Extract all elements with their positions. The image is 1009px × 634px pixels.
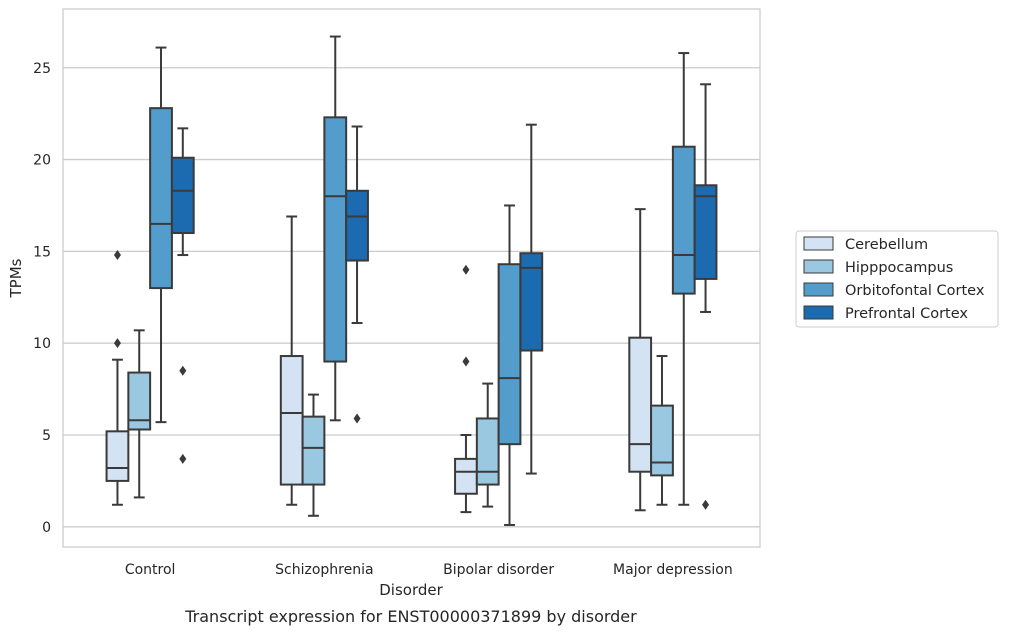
box bbox=[149, 46, 173, 424]
series-prefrontal-cortex bbox=[170, 83, 718, 510]
y-tick-label: 5 bbox=[42, 428, 51, 444]
outlier-point bbox=[113, 250, 121, 261]
plot-area-frame bbox=[62, 8, 761, 548]
series-hipppocampus bbox=[127, 329, 674, 517]
box-iqr bbox=[519, 252, 544, 352]
outlier-point bbox=[179, 453, 187, 464]
outlier-point bbox=[462, 356, 470, 367]
series-cerebellum bbox=[105, 208, 653, 514]
box-iqr bbox=[454, 457, 478, 495]
legend-swatch bbox=[803, 305, 834, 320]
outlier-point bbox=[179, 365, 187, 376]
box-series bbox=[105, 35, 718, 526]
legend-label: Hipppocampus bbox=[845, 260, 953, 276]
box bbox=[127, 329, 152, 499]
box-iqr bbox=[628, 336, 653, 473]
box bbox=[323, 35, 348, 422]
y-tick-label: 0 bbox=[42, 520, 51, 536]
box-iqr bbox=[650, 404, 674, 477]
y-tick-label: 10 bbox=[33, 336, 51, 352]
box bbox=[628, 208, 653, 512]
box bbox=[497, 204, 522, 526]
box-iqr bbox=[279, 355, 304, 486]
outlier-point bbox=[462, 264, 470, 275]
box bbox=[345, 125, 369, 424]
box bbox=[454, 264, 478, 514]
box-iqr bbox=[170, 156, 195, 235]
box-iqr bbox=[497, 263, 522, 446]
x-tick-label: Bipolar disorder bbox=[443, 562, 554, 578]
box bbox=[650, 355, 674, 506]
box-iqr bbox=[693, 184, 718, 280]
legend-frame bbox=[795, 230, 999, 328]
x-tick-label: Control bbox=[125, 562, 176, 578]
y-tick-label: 20 bbox=[33, 153, 51, 169]
y-tick-label: 15 bbox=[33, 244, 51, 260]
box-iqr bbox=[127, 371, 152, 431]
box-iqr bbox=[345, 189, 369, 262]
box-iqr bbox=[301, 415, 326, 486]
box bbox=[105, 250, 130, 506]
y-tick-labels: 0 5 10 15 20 25 bbox=[33, 61, 51, 536]
series-orbitofontal-cortex bbox=[149, 35, 696, 526]
outlier-point bbox=[702, 499, 710, 510]
box bbox=[279, 215, 304, 506]
box bbox=[693, 83, 718, 510]
legend-swatch bbox=[803, 236, 834, 251]
box-iqr bbox=[475, 417, 500, 486]
box-iqr bbox=[671, 145, 696, 295]
y-axis-title: TPMs bbox=[7, 258, 25, 298]
chart-caption: Transcript expression for ENST0000037189… bbox=[184, 607, 637, 626]
box bbox=[475, 382, 500, 508]
box-iqr bbox=[149, 107, 173, 290]
x-axis-title: Disorder bbox=[379, 581, 443, 599]
legend-label: Cerebellum bbox=[845, 237, 928, 253]
box-iqr bbox=[323, 116, 348, 363]
outlier-point bbox=[113, 338, 121, 349]
box bbox=[170, 127, 195, 464]
box bbox=[671, 52, 696, 506]
x-tick-label: Major depression bbox=[613, 562, 733, 578]
y-tick-label: 25 bbox=[33, 61, 51, 77]
legend-swatch bbox=[803, 282, 834, 297]
box-iqr bbox=[105, 430, 130, 482]
legend-swatch bbox=[803, 259, 834, 274]
legend-label: Orbitofontal Cortex bbox=[845, 283, 985, 299]
x-tick-labels: Control Schizophrenia Bipolar disorder Majo… bbox=[125, 562, 733, 578]
outlier-point bbox=[353, 413, 361, 424]
x-tick-label: Schizophrenia bbox=[275, 562, 373, 578]
box bbox=[519, 123, 544, 475]
box bbox=[301, 393, 326, 517]
legend: Cerebellum Hipppocampus Orbitofontal Corte… bbox=[795, 230, 999, 328]
legend-label: Prefrontal Cortex bbox=[845, 306, 968, 322]
